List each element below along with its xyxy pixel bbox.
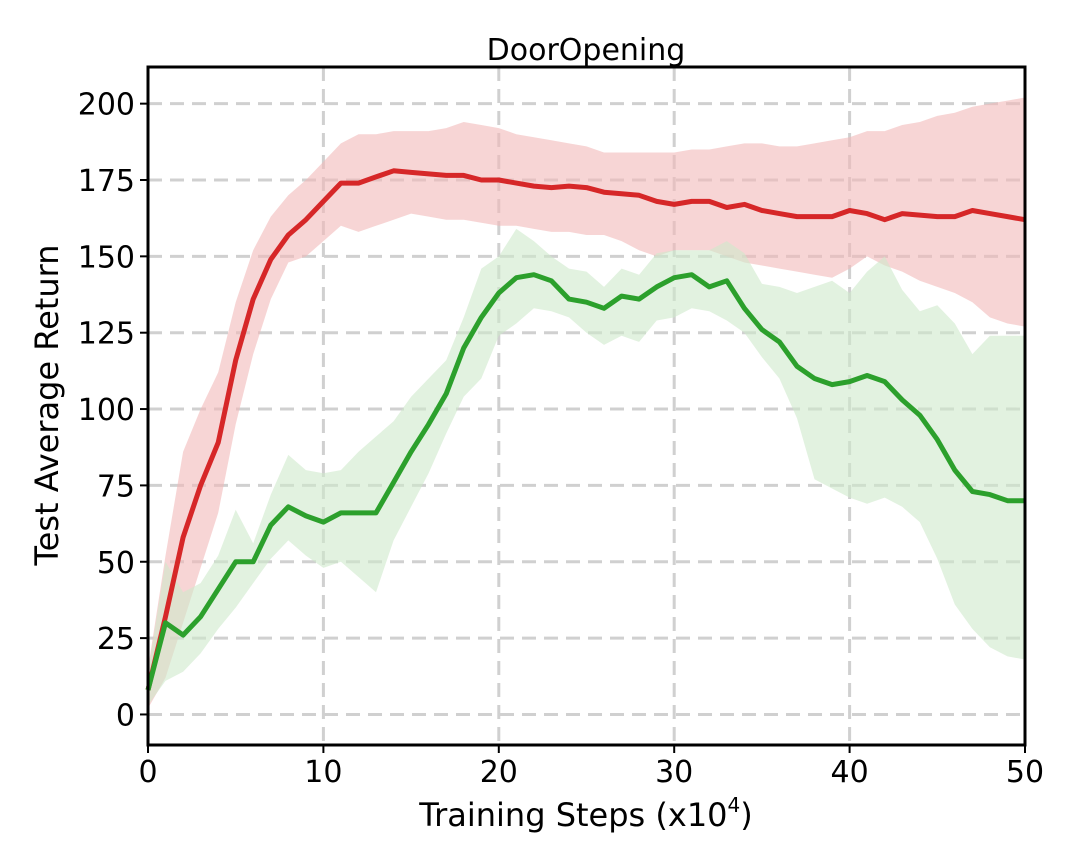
y-tick-label: 25 bbox=[97, 622, 135, 657]
x-tick-label: 10 bbox=[304, 755, 342, 790]
series-lines bbox=[145, 168, 1026, 691]
series-1-line bbox=[145, 168, 1026, 691]
y-tick-label: 150 bbox=[78, 240, 135, 275]
x-tick-label: 20 bbox=[480, 755, 518, 790]
y-axis-label: Test Average Return bbox=[28, 245, 66, 567]
x-axis-ticks: 0 10 20 30 40 50 bbox=[138, 745, 1044, 790]
y-tick-label: 200 bbox=[78, 88, 135, 123]
x-axis-label-superscript: 4 bbox=[728, 793, 741, 817]
y-tick-label: 75 bbox=[97, 469, 135, 504]
x-axis-label-close: ) bbox=[740, 796, 752, 834]
series-2-line bbox=[145, 272, 1025, 691]
y-axis-ticks: 0 25 50 75 100 125 150 175 200 bbox=[78, 88, 148, 733]
plot-frame bbox=[146, 65, 1027, 747]
x-axis-label-main: Training Steps (x10 bbox=[418, 796, 727, 834]
chart-title: DoorOpening bbox=[487, 33, 686, 68]
series-2-band bbox=[148, 228, 1025, 706]
x-tick-label: 40 bbox=[831, 755, 869, 790]
confidence-bands bbox=[148, 97, 1025, 709]
y-tick-label: 0 bbox=[116, 698, 135, 733]
y-tick-label: 100 bbox=[78, 393, 135, 428]
x-axis-label: Training Steps (x104) bbox=[418, 793, 753, 834]
y-tick-label: 50 bbox=[97, 546, 135, 581]
x-tick-label: 30 bbox=[655, 755, 693, 790]
x-tick-label: 50 bbox=[1006, 755, 1044, 790]
y-tick-label: 125 bbox=[78, 317, 135, 352]
x-tick-label: 0 bbox=[138, 755, 157, 790]
series-1-band bbox=[148, 97, 1025, 709]
y-tick-label: 175 bbox=[78, 164, 135, 199]
